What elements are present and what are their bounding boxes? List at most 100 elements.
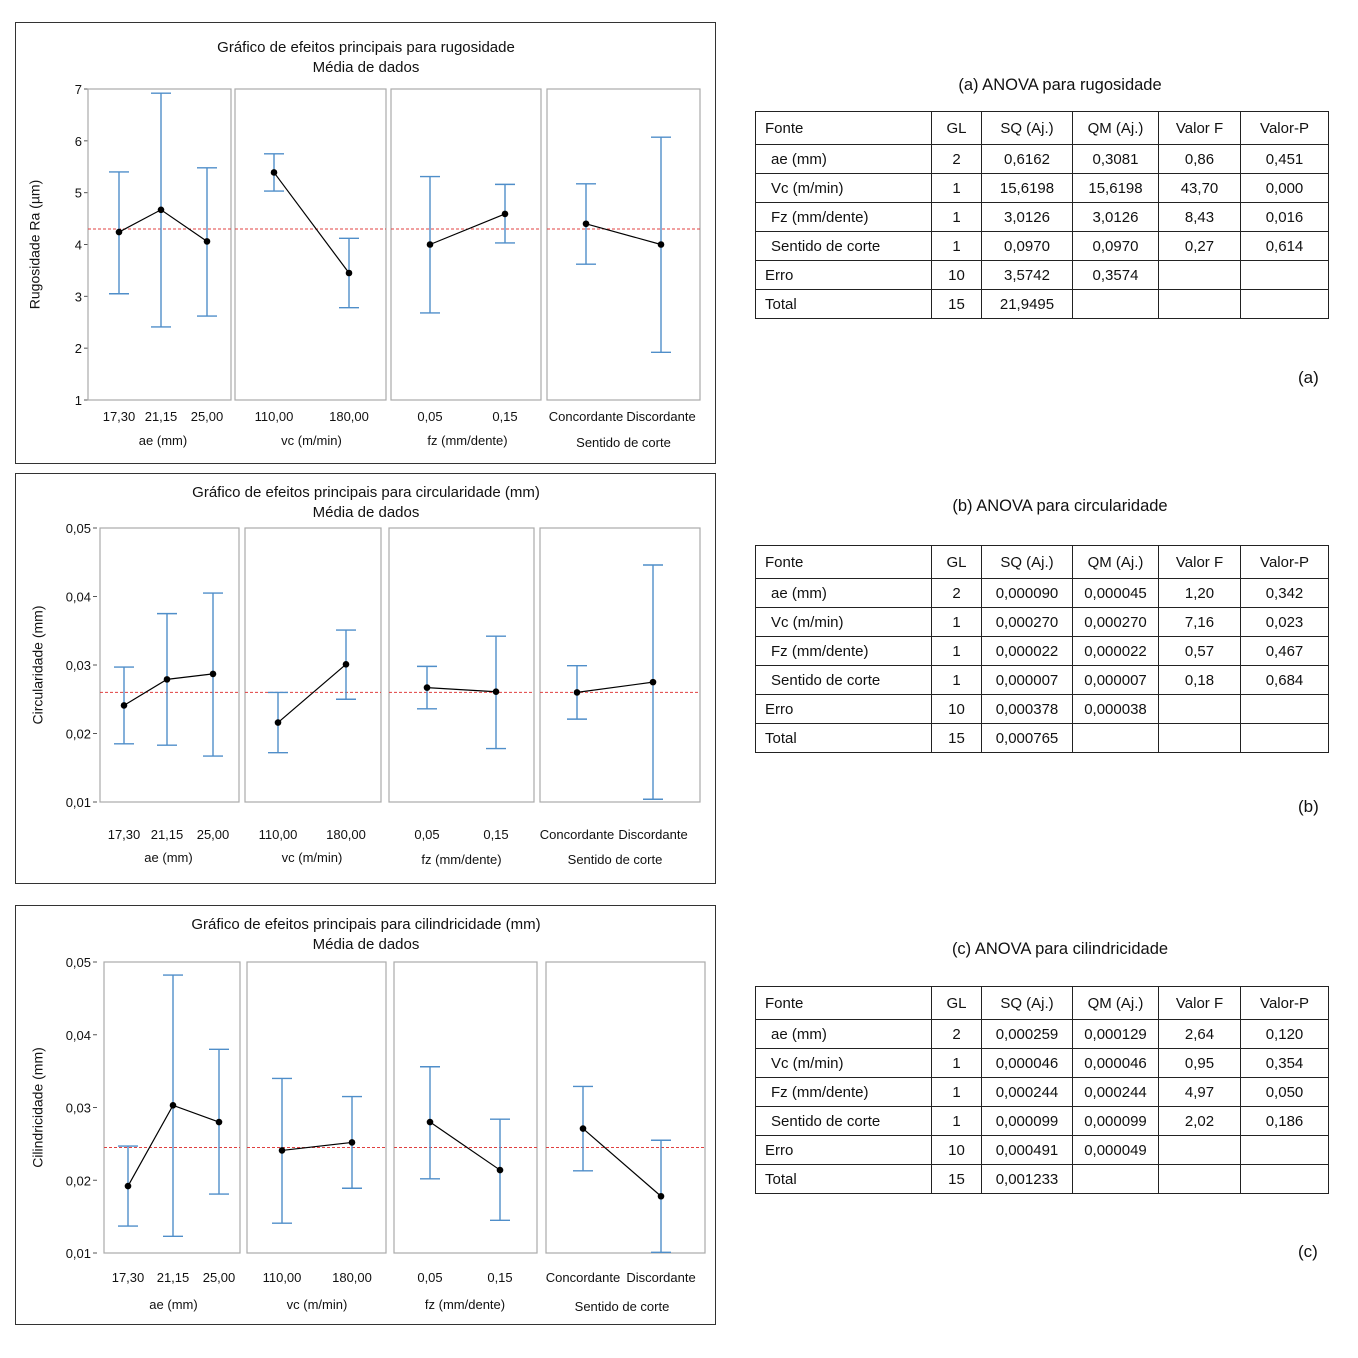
- x-level-label: 110,00: [259, 827, 298, 842]
- table-header-row: Fonte GL SQ (Aj.) QM (Aj.) Valor F Valor-P: [755, 111, 1329, 145]
- table-cell: 0,000244: [981, 1077, 1073, 1107]
- factor-label: Sentido de corte: [576, 435, 671, 450]
- table-row: ae (mm) 2 0,000259 0,000129 2,64 0,120: [755, 1019, 1329, 1049]
- table-cell: [1240, 1135, 1329, 1165]
- x-level-label: Concordante: [546, 1270, 620, 1285]
- x-level-label: 0,15: [487, 1270, 512, 1285]
- table-cell: 1: [931, 1106, 982, 1136]
- table-cell: 0,000491: [981, 1135, 1073, 1165]
- factor-label: Sentido de corte: [568, 852, 663, 867]
- x-level-label: 21,15: [157, 1270, 190, 1285]
- column-header: Fonte: [755, 986, 932, 1020]
- table-cell: 15,6198: [1072, 173, 1159, 203]
- factor-label: vc (m/min): [287, 1297, 348, 1312]
- table-cell: 15: [931, 289, 982, 319]
- x-level-label: 0,05: [414, 827, 439, 842]
- table-cell: Erro: [755, 1135, 932, 1165]
- table-row: Total 15 21,9495: [755, 289, 1329, 319]
- table-cell: [1158, 694, 1241, 724]
- mean-point: [426, 241, 434, 248]
- table-cell: 0,120: [1240, 1019, 1329, 1049]
- mean-point: [157, 206, 165, 214]
- chart-subtitle: Média de dados: [313, 504, 420, 521]
- mean-point: [582, 220, 590, 228]
- mean-point: [426, 1118, 434, 1126]
- column-header: Valor F: [1158, 111, 1241, 145]
- table-cell: ae (mm): [755, 1019, 932, 1049]
- factor-label: Sentido de corte: [575, 1299, 670, 1314]
- y-tick-label: 5: [75, 186, 82, 201]
- factor-label: ae (mm): [144, 850, 192, 865]
- mean-point: [163, 676, 171, 683]
- table-cell: 0,95: [1158, 1048, 1241, 1078]
- table-cell: 0,27: [1158, 231, 1241, 261]
- x-level-label: Discordante: [618, 827, 687, 842]
- factor-label: fz (mm/dente): [425, 1297, 505, 1312]
- mean-point: [345, 269, 353, 277]
- table-cell: 43,70: [1158, 173, 1241, 203]
- table-cell: 2: [931, 578, 982, 608]
- table-cell: 0,18: [1158, 665, 1241, 695]
- y-axis-label: Rugosidade Ra (µm): [27, 180, 43, 309]
- y-tick-label: 0,05: [66, 955, 91, 970]
- x-level-label: 17,30: [112, 1270, 145, 1285]
- y-tick-label: 0,03: [66, 658, 91, 673]
- panel-frame: [234, 88, 387, 401]
- mean-point: [657, 241, 665, 248]
- mean-point: [278, 1147, 286, 1154]
- table-row: Sentido de corte 1 0,000007 0,000007 0,18 0,6…: [755, 665, 1329, 695]
- chart-title: Gráfico de efeitos principais para circu…: [192, 484, 540, 501]
- anova-table-a: Fonte GL SQ (Aj.) QM (Aj.) Valor F Valor-P ae …: [755, 111, 1329, 319]
- table-cell: 0,3081: [1072, 144, 1159, 174]
- mean-point: [270, 169, 278, 176]
- table-cell: Fz (mm/dente): [755, 1077, 932, 1107]
- table-row: ae (mm) 2 0,000090 0,000045 1,20 0,342: [755, 578, 1329, 608]
- table-row: Sentido de corte 1 0,0970 0,0970 0,27 0,614: [755, 231, 1329, 261]
- table-cell: 0,684: [1240, 665, 1329, 695]
- table-cell: 0,57: [1158, 636, 1241, 666]
- table-cell: 15,6198: [981, 173, 1073, 203]
- table-cell: 0,614: [1240, 231, 1329, 261]
- table-cell: 0,467: [1240, 636, 1329, 666]
- mean-point: [496, 1166, 504, 1174]
- table-cell: 0,000007: [981, 665, 1073, 695]
- table-cell: ae (mm): [755, 578, 932, 608]
- table-cell: Vc (m/min): [755, 1048, 932, 1078]
- table-row: Vc (m/min) 1 0,000270 0,000270 7,16 0,023: [755, 607, 1329, 637]
- anova-title-a: (a) ANOVA para rugosidade: [958, 76, 1162, 94]
- factor-label: fz (mm/dente): [421, 852, 501, 867]
- table-cell: 0,000046: [981, 1048, 1073, 1078]
- table-cell: 0,000007: [1072, 665, 1159, 695]
- x-level-label: 25,00: [191, 409, 224, 424]
- anova-table-b: Fonte GL SQ (Aj.) QM (Aj.) Valor F Valor-P ae …: [755, 545, 1329, 753]
- panel-frame: [87, 88, 232, 401]
- table-row: Total 15 0,001233: [755, 1164, 1329, 1194]
- table-cell: 0,000129: [1072, 1019, 1159, 1049]
- means-line: [277, 663, 347, 723]
- table-cell: Erro: [755, 260, 932, 290]
- y-axis-label: Cilindricidade (mm): [30, 1047, 46, 1168]
- column-header: Valor-P: [1240, 111, 1329, 145]
- table-row: Erro 10 0,000378 0,000038: [755, 694, 1329, 724]
- table-cell: 3,0126: [1072, 202, 1159, 232]
- column-header: QM (Aj.): [1072, 111, 1159, 145]
- table-row: Fz (mm/dente) 1 3,0126 3,0126 8,43 0,016: [755, 202, 1329, 232]
- table-cell: Vc (m/min): [755, 173, 932, 203]
- x-level-label: 180,00: [326, 827, 366, 842]
- table-cell: 0,000270: [1072, 607, 1159, 637]
- mean-point: [115, 228, 123, 236]
- column-header: Valor F: [1158, 545, 1241, 579]
- y-tick-label: 0,05: [66, 521, 91, 536]
- column-header: Valor-P: [1240, 545, 1329, 579]
- table-cell: 1: [931, 607, 982, 637]
- column-header: SQ (Aj.): [981, 986, 1073, 1020]
- x-level-label: 21,15: [151, 827, 184, 842]
- y-tick-label: 2: [75, 341, 82, 356]
- means-line: [281, 1141, 353, 1152]
- table-cell: 0,000270: [981, 607, 1073, 637]
- y-tick-label: 0,04: [66, 1028, 91, 1043]
- x-level-label: 17,30: [103, 409, 136, 424]
- table-cell: 0,000090: [981, 578, 1073, 608]
- table-cell: 0,000259: [981, 1019, 1073, 1049]
- panel-frame: [244, 527, 382, 803]
